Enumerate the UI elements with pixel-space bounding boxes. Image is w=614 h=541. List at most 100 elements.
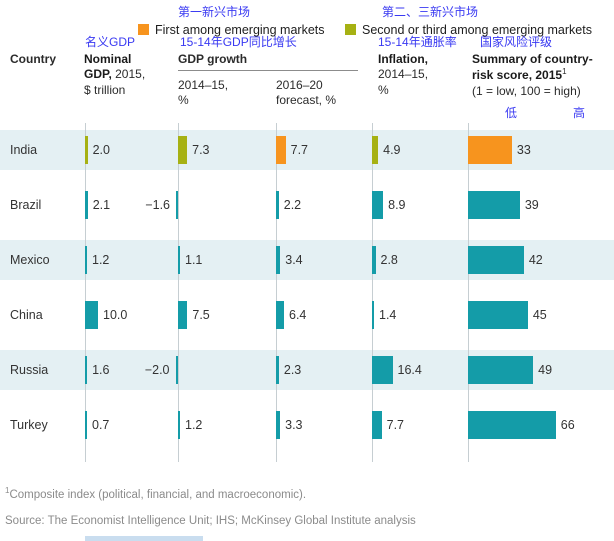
- column-header-risk-footnote-marker: 1: [562, 67, 567, 77]
- risk-bar-china: [468, 301, 528, 329]
- gdp-value-label: 2.0: [92, 143, 110, 157]
- column-header-risk-scale: (1 = low, 100 = high): [472, 83, 581, 98]
- inflation-value-label: 4.9: [383, 143, 401, 157]
- column-gridline: [85, 123, 86, 462]
- risk-bar-india: [468, 136, 512, 164]
- legend-item-first: 第一新兴市场 First among emerging markets: [138, 3, 325, 39]
- forecast-bar-russia: [276, 356, 279, 384]
- legend-label-first: First among emerging markets: [155, 23, 325, 37]
- footnote: 1Composite index (political, financial, …: [5, 486, 306, 501]
- gdp-value-label: 10.0: [103, 308, 128, 322]
- column-gridline: [178, 123, 179, 462]
- risk-bar-brazil: [468, 191, 520, 219]
- legend-cn-first: 第一新兴市场: [178, 5, 251, 19]
- forecast-bar-mexico: [276, 246, 281, 274]
- gdp-bar-china: [85, 301, 98, 329]
- growth-bar-india: [178, 136, 188, 164]
- inflation-bar-china: [372, 301, 374, 329]
- legend-label-second: Second or third among emerging markets: [362, 23, 592, 37]
- column-header-gdp-growth: GDP growth: [178, 52, 248, 66]
- gdp-value-label: 1.2: [92, 253, 110, 267]
- column-header-inflation-bold: Inflation,: [378, 52, 428, 66]
- forecast-bar-india: [276, 136, 286, 164]
- growth-bar-brazil: [176, 191, 178, 219]
- inflation-value-label: 7.7: [386, 418, 405, 432]
- growth-value-label: −1.6: [145, 198, 170, 212]
- column-header-nominal-gdp: Nominal GDP, 2015, $ trillion: [84, 52, 148, 98]
- first-emerging-swatch-icon: [138, 24, 149, 35]
- risk-value-label: 66: [560, 418, 575, 432]
- growth-value-label: 7.5: [192, 308, 210, 322]
- source-line: Source: The Economist Intelligence Unit;…: [5, 515, 416, 527]
- gdp-bar-brazil: [85, 191, 88, 219]
- forecast-value-label: 3.3: [285, 418, 303, 432]
- growth-bar-mexico: [178, 246, 180, 274]
- column-subheader-growth-2014-15: 2014–15, %: [178, 78, 229, 108]
- forecast-value-label: 2.3: [283, 363, 302, 377]
- country-label-brazil: Brazil: [10, 198, 42, 212]
- risk-high-cn-label: 高: [573, 106, 586, 120]
- footnote-text: Composite index (political, financial, a…: [9, 488, 307, 501]
- column-header-risk-bold: Summary of country-risk score,: [472, 52, 593, 83]
- growth-bar-turkey: [178, 411, 180, 439]
- gdp-value-label: 2.1: [92, 198, 111, 212]
- column-header-country: Country: [10, 52, 56, 66]
- country-label-india: India: [10, 143, 38, 157]
- column-header-risk-year: 2015: [532, 68, 563, 83]
- column-gridline: [372, 123, 373, 462]
- bottom-cropped-strip: [85, 536, 203, 541]
- legend-cn-second: 第二、三新兴市场: [382, 5, 479, 19]
- gdp-growth-header-rule: [178, 70, 358, 71]
- risk-low-cn-label: 低: [505, 106, 518, 120]
- forecast-bar-brazil: [276, 191, 279, 219]
- risk-value-label: 42: [528, 253, 543, 267]
- column-subheader-forecast-2016-20: 2016–20 forecast, %: [276, 78, 337, 108]
- growth-value-label: 7.3: [192, 143, 210, 157]
- second-third-emerging-swatch-icon: [345, 24, 356, 35]
- forecast-value-label: 2.2: [283, 198, 302, 212]
- inflation-bar-turkey: [372, 411, 382, 439]
- risk-bar-russia: [468, 356, 534, 384]
- cn-annotation-inflation: 15-14年通胀率: [378, 35, 457, 49]
- column-header-inflation-rest: 2014–15, %: [378, 67, 429, 97]
- forecast-value-label: 3.4: [285, 253, 303, 267]
- column-header-inflation: Inflation, 2014–15, %: [378, 52, 436, 98]
- cn-annotation-risk: 国家风险评级: [480, 35, 553, 49]
- column-header-risk: Summary of country-risk score, 20151 (1 …: [472, 52, 612, 99]
- column-header-nominal-gdp-rest: 2015, $ trillion: [84, 67, 146, 97]
- gdp-bar-india: [85, 136, 88, 164]
- country-label-mexico: Mexico: [10, 253, 50, 267]
- inflation-value-label: 8.9: [388, 198, 406, 212]
- gdp-bar-mexico: [85, 246, 87, 274]
- inflation-value-label: 2.8: [380, 253, 398, 267]
- cn-annotation-nominal-gdp: 名义GDP: [85, 35, 136, 49]
- growth-bar-china: [178, 301, 188, 329]
- growth-value-label: 1.1: [185, 253, 203, 267]
- column-header-nominal-gdp-bold: Nominal GDP,: [84, 52, 132, 82]
- gdp-value-label: 1.6: [92, 363, 110, 377]
- growth-bar-russia: [175, 356, 178, 384]
- inflation-bar-brazil: [372, 191, 384, 219]
- risk-value-label: 49: [538, 363, 553, 377]
- country-label-russia: Russia: [10, 363, 49, 377]
- growth-value-label: 1.2: [185, 418, 203, 432]
- footnote-marker: 1: [5, 486, 10, 495]
- forecast-bar-china: [276, 301, 284, 329]
- forecast-value-label: 6.4: [289, 308, 307, 322]
- column-gridline: [468, 123, 469, 462]
- country-label-turkey: Turkey: [10, 418, 48, 432]
- cn-annotation-gdp-growth: 15-14年GDP同比增长: [180, 35, 297, 49]
- column-gridline: [276, 123, 277, 462]
- inflation-value-label: 1.4: [379, 308, 397, 322]
- gdp-bar-russia: [85, 356, 88, 384]
- inflation-bar-india: [372, 136, 379, 164]
- inflation-bar-russia: [372, 356, 393, 384]
- inflation-bar-mexico: [372, 246, 376, 274]
- inflation-value-label: 16.4: [397, 363, 422, 377]
- forecast-value-label: 7.7: [290, 143, 309, 157]
- gdp-bar-turkey: [85, 411, 87, 439]
- risk-value-label: 39: [524, 198, 539, 212]
- legend-item-second: 第二、三新兴市场 Second or third among emerging …: [345, 3, 592, 39]
- risk-value-label: 33: [516, 143, 531, 157]
